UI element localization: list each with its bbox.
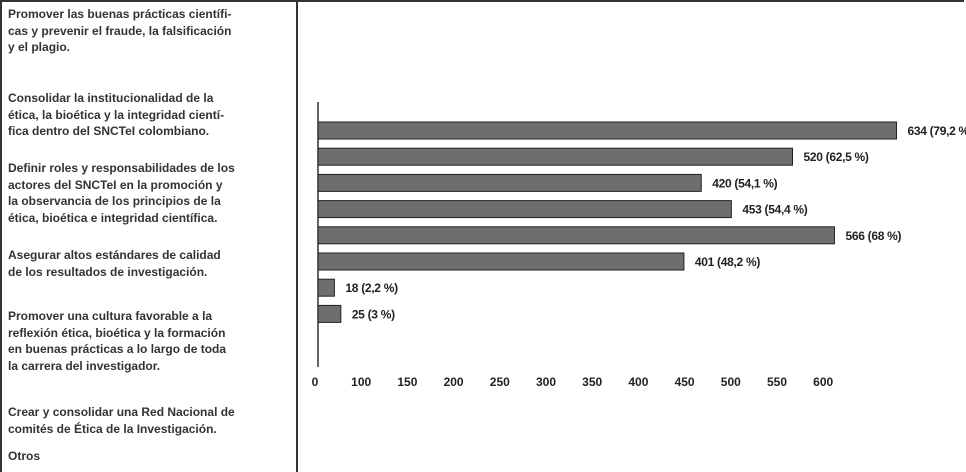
bar [317,147,793,166]
category-label: Asegurar altos estándares de calidad de … [8,248,221,279]
bar [317,226,835,245]
category-label: Crear y consolidar una Red Nacional de c… [8,405,235,436]
bar [317,173,702,192]
bar-value-label: 401 (48,2 %) [695,255,760,269]
x-tick-label: 250 [490,375,510,389]
category-label: Promover las buenas prácticas científi- … [8,7,232,54]
bar [317,252,685,271]
x-tick-label: 200 [444,375,464,389]
category-label: Definir roles y responsabilidades de los… [8,161,235,225]
x-tick-label: 0 [312,375,319,389]
column-divider [296,0,298,472]
category-label: Promover una cultura favorable a la refl… [8,309,227,373]
x-tick-label: 550 [767,375,787,389]
category-label-column: Promover las buenas prácticas científi- … [8,6,293,472]
x-tick-label: 600 [813,375,833,389]
x-tick-label: 500 [721,375,741,389]
bar-value-label: 18 (2,2 %) [345,281,398,295]
bar [317,278,335,297]
bar-value-label: 420 (54,1 %) [712,176,777,190]
bar [317,200,732,219]
category-label: Otros [8,449,41,463]
x-tick-label: 350 [582,375,602,389]
bar-value-label: 520 (62,5 %) [804,150,869,164]
bar-value-label: 25 (3 %) [352,307,395,321]
category-label: Consolidar la institucionalidad de la ét… [8,91,225,138]
bar [317,121,898,140]
bar-value-label: 634 (79,2 %) [908,124,966,138]
x-tick-label: 100 [351,375,371,389]
x-tick-label: 150 [397,375,417,389]
x-tick-label: 400 [628,375,648,389]
x-tick-label: 300 [536,375,556,389]
x-tick-label: 450 [675,375,695,389]
bar-value-label: 566 (68 %) [845,229,901,243]
bar [317,304,342,323]
bar-value-label: 453 (54,4 %) [742,203,807,217]
bar-chart: 634 (79,2 %) 520 (62,5 %) 420 (54,1 %) 453 … [312,102,966,389]
